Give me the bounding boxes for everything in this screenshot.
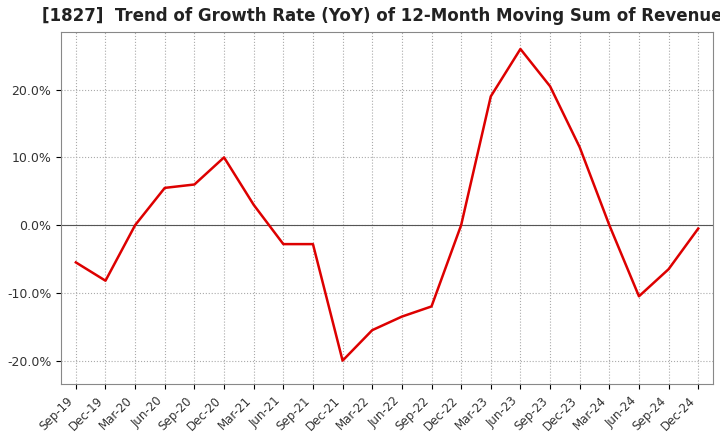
Title: [1827]  Trend of Growth Rate (YoY) of 12-Month Moving Sum of Revenues: [1827] Trend of Growth Rate (YoY) of 12-… (42, 7, 720, 25)
